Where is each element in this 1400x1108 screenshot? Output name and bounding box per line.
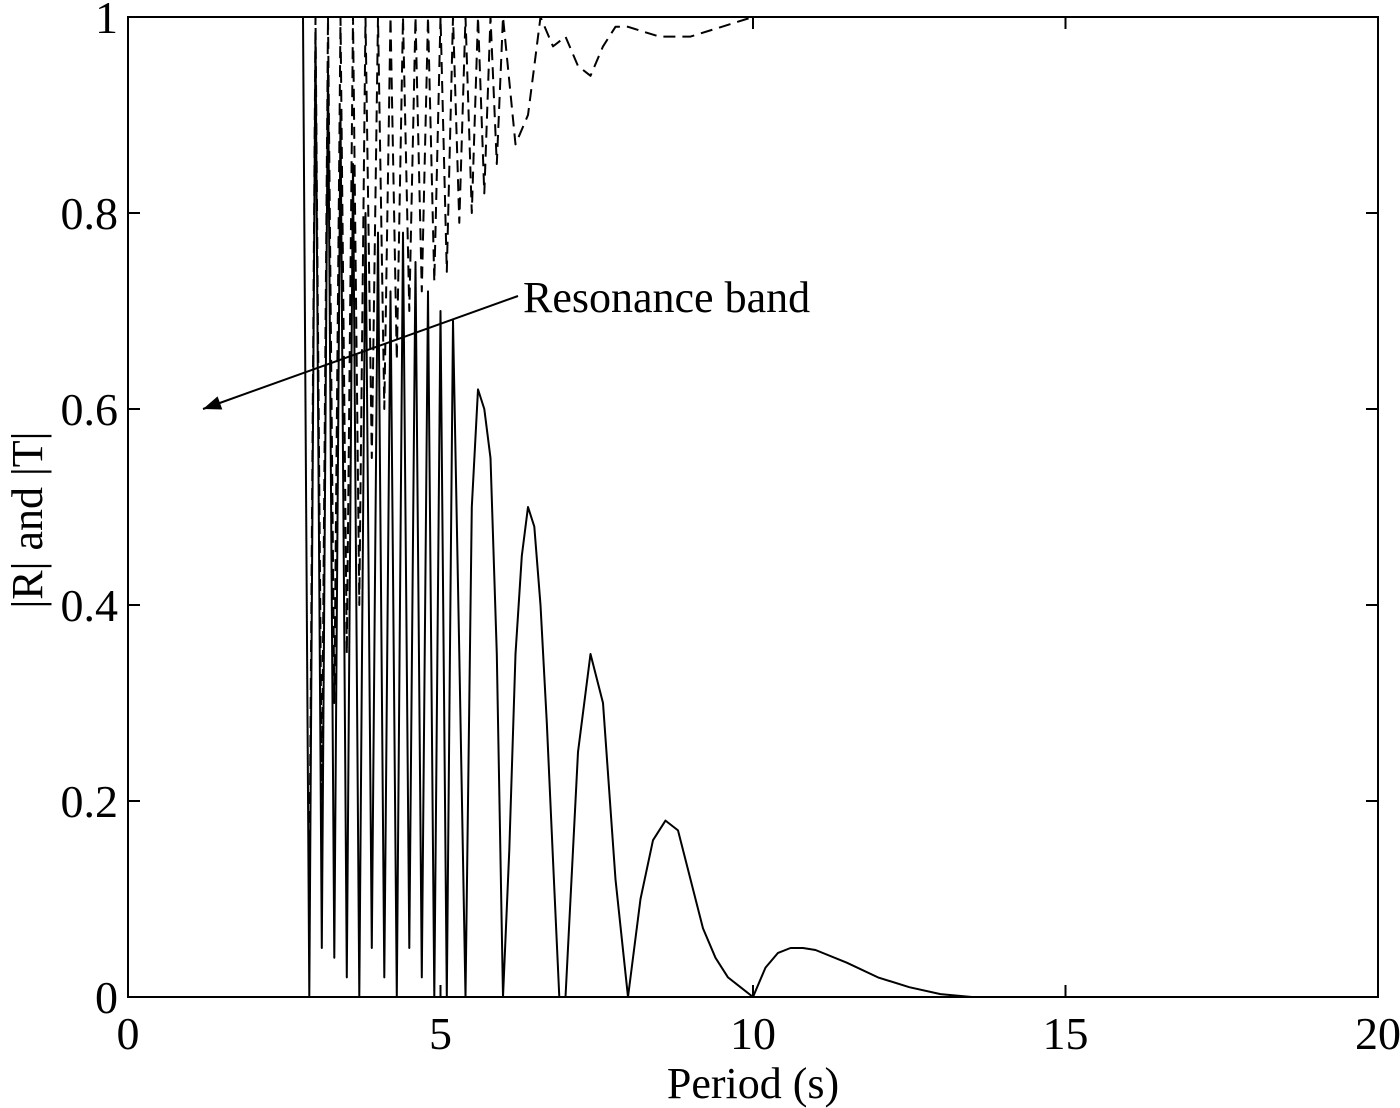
annotation-arrow-head [203,396,223,410]
series-line-solid [302,16,1253,998]
x-tick-label: 15 [1043,1008,1089,1059]
y-tick-label: 0.2 [61,776,119,827]
annotation-layer [202,295,519,410]
y-tick-label: 1 [95,0,118,43]
x-tick-label: 10 [730,1008,776,1059]
series-line-dashed [308,16,878,900]
y-axis-label: |R| and |T| [3,432,52,609]
annotation-text: Resonance band [523,273,810,322]
x-tick-label: 0 [117,1008,140,1059]
ticks-layer: 0 5 10 15 20 0 0.2 0.4 0.6 0.8 1 [61,0,1400,1059]
x-tick-label: 20 [1355,1008,1400,1059]
x-axis-label: Period (s) [667,1059,839,1108]
x-tick-label: 5 [429,1008,452,1059]
series-layer [302,16,1253,998]
y-tick-label: 0.4 [61,580,119,631]
y-tick-label: 0 [95,972,118,1023]
annotation-arrow-line [202,295,519,410]
y-tick-label: 0.6 [61,384,119,435]
y-tick-label: 0.8 [61,188,119,239]
